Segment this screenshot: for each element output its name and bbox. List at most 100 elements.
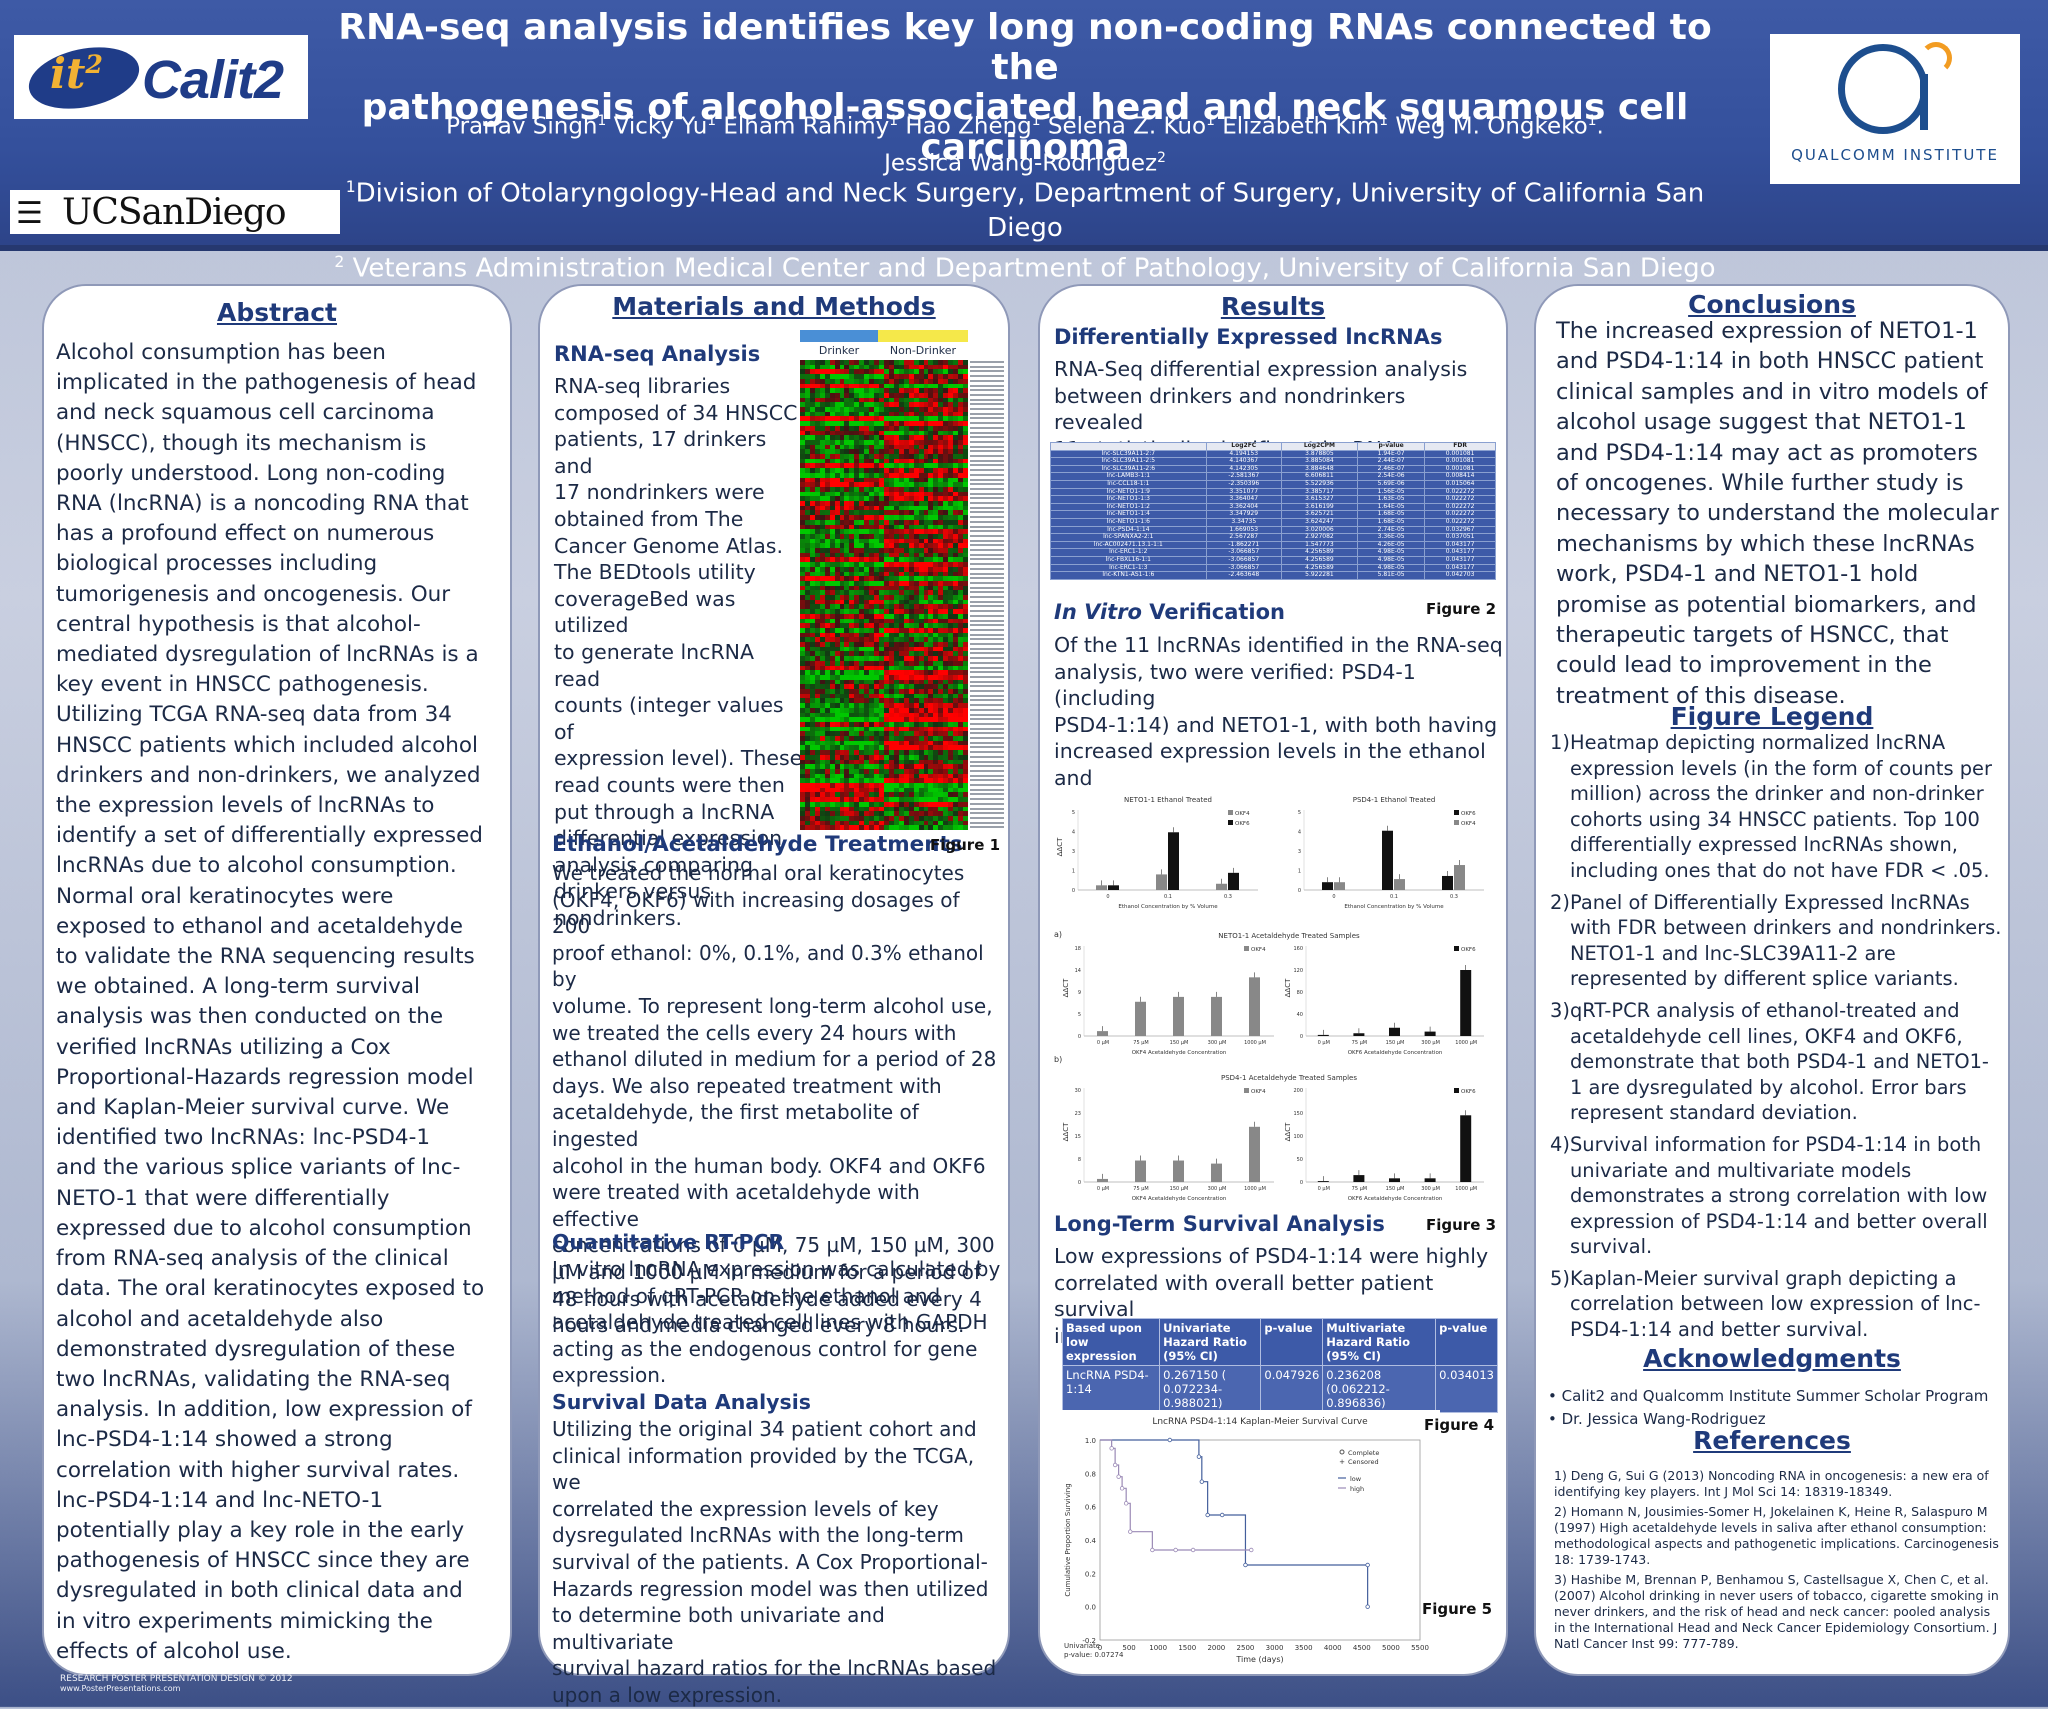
- heatmap-cell: [893, 754, 900, 760]
- heatmap-cell: [958, 627, 964, 634]
- heatmap-cell: [918, 501, 925, 507]
- heatmap-cell: [963, 745, 969, 751]
- heatmap-cell: [874, 538, 880, 544]
- heatmap-cell: [854, 815, 860, 822]
- heatmap-cell: [903, 623, 910, 629]
- heatmap-cell: [829, 679, 836, 685]
- heatmap-cell: [898, 787, 905, 793]
- heatmap-cell: [938, 660, 944, 666]
- heatmap-cell: [913, 665, 920, 671]
- heatmap-cell: [834, 811, 841, 817]
- figure4-label: Figure 4: [1424, 1416, 1495, 1434]
- heatmap-cell: [963, 411, 969, 417]
- heatmap-cell: [893, 646, 900, 652]
- heatmap-cell: [903, 637, 910, 643]
- heatmap-cell: [814, 477, 821, 483]
- heatmap-cell: [874, 613, 880, 619]
- heatmap-cell: [943, 665, 949, 671]
- heatmap-cell: [834, 360, 841, 366]
- heatmap-cell: [928, 665, 934, 671]
- y-tick-label: 9: [1078, 990, 1081, 996]
- heatmap-cell: [849, 721, 855, 728]
- legend-line: 1 are dysregulated by alcohol. Error bar…: [1570, 1075, 1967, 1099]
- heatmap-cell: [829, 505, 836, 511]
- heatmap-cell: [804, 444, 811, 450]
- heatmap-cell: [933, 557, 939, 563]
- heatmap-cell: [874, 623, 880, 629]
- heatmap-cell: [824, 360, 831, 366]
- heatmap-cell: [888, 726, 895, 732]
- heatmap-cell: [864, 444, 870, 450]
- y-tick-label: 150: [1293, 1111, 1303, 1117]
- heatmap-cell: [854, 486, 860, 493]
- heatmap-cell: [908, 684, 915, 690]
- heatmap-cell: [834, 378, 841, 384]
- y-tick-label: 1: [1072, 869, 1075, 875]
- heatmap-cell: [918, 604, 925, 610]
- heatmap-cell: [874, 524, 880, 530]
- heatmap-cell: [804, 515, 811, 521]
- heatmap-cell: [953, 557, 959, 563]
- heatmap-cell: [844, 496, 850, 502]
- heatmap-cell: [884, 477, 890, 483]
- heatmap-cell: [943, 383, 949, 389]
- heatmap-cell: [869, 773, 875, 779]
- heatmap-cell: [874, 529, 880, 535]
- heatmap-cell: [908, 383, 915, 389]
- heatmap-cell: [884, 468, 890, 474]
- heatmap-cell: [864, 707, 870, 713]
- heatmap-cell: [943, 548, 949, 554]
- heatmap-cell: [948, 792, 954, 798]
- heatmap-cell: [893, 482, 900, 488]
- heatmap-cell: [913, 764, 920, 770]
- heatmap-cell: [963, 491, 969, 497]
- heatmap-cell: [809, 627, 816, 634]
- heatmap-cell: [804, 439, 811, 446]
- heatmap-cell: [938, 444, 944, 450]
- heatmap-cell: [918, 477, 925, 483]
- heatmap-row-tick: [970, 779, 1004, 782]
- heatmap-cell: [844, 421, 850, 427]
- heatmap-cell: [918, 425, 925, 431]
- heatmap-row-tick: [970, 699, 1004, 702]
- heatmap-row-tick: [970, 793, 1004, 796]
- heatmap-cell: [913, 407, 920, 413]
- legend-line: represented by different splice variants…: [1570, 967, 1959, 991]
- heatmap-cell: [928, 510, 934, 516]
- heatmap-cell: [839, 632, 845, 638]
- heatmap-cell: [918, 388, 925, 394]
- heatmap-cell: [893, 486, 900, 493]
- heatmap-cell: [933, 801, 939, 807]
- abstract-line: has a profound effect on numerous: [56, 521, 435, 547]
- heatmap-cell: [864, 501, 870, 507]
- heatmap-cell: [814, 374, 821, 380]
- heatmap-cell: [884, 797, 890, 803]
- heatmap-cell: [953, 825, 959, 831]
- heatmap-cell: [884, 580, 890, 587]
- heatmap-cell: [809, 623, 816, 629]
- heatmap-row-tick: [970, 455, 1004, 457]
- heatmap-cell: [903, 717, 910, 723]
- heatmap-cell: [849, 533, 855, 540]
- plot-frame: [1099, 1439, 1421, 1641]
- heatmap-cell: [953, 411, 959, 417]
- x-tick-label: 150 µM: [1386, 1040, 1405, 1046]
- bar: [1353, 1033, 1365, 1036]
- heatmap-cell: [938, 613, 944, 619]
- heatmap-cell: [963, 430, 969, 436]
- heatmap-cell: [903, 524, 910, 530]
- heatmap-cell: [943, 425, 949, 431]
- heatmap-cell: [888, 392, 895, 399]
- heatmap-cell: [884, 510, 890, 516]
- heatmap-cell: [918, 642, 925, 648]
- heatmap-cell: [898, 604, 905, 610]
- heatmap-cell: [928, 378, 934, 384]
- heatmap-cell: [834, 721, 841, 728]
- heatmap-cell: [814, 369, 821, 375]
- heatmap-cell: [893, 787, 900, 793]
- heatmap-cell: [898, 430, 905, 436]
- heatmap-cell: [893, 510, 900, 516]
- heatmap-cell: [943, 397, 949, 403]
- conclusion-line: mechanisms by which these lncRNAs: [1556, 530, 1975, 557]
